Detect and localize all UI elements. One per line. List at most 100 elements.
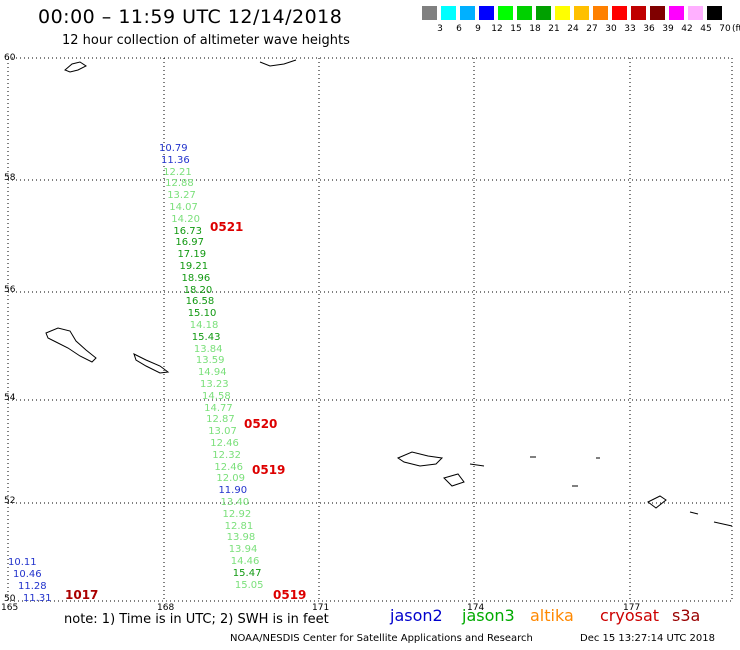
wave-height-label: 12.09 [216,473,246,485]
wave-height-label: 14.20 [171,213,200,225]
satellite-name: jason2 [390,606,443,625]
legend-swatch [441,6,456,20]
legend-label: 18 [529,24,541,34]
wave-height-label: 10.11 [8,557,37,568]
coastline [133,353,170,374]
wave-height-label: 11.31 [23,593,52,604]
wave-height-label: 15.10 [187,308,217,320]
lon-label: 168 [157,603,175,613]
wave-height-label: 14.46 [230,556,260,567]
wave-height-label: 15.43 [191,331,221,343]
orbit-label: 0520 [244,417,278,431]
coastline [45,327,97,363]
legend-swatch [650,6,665,20]
wave-height-label: 12.46 [214,461,243,473]
legend-swatch [460,6,475,20]
legend-label: 6 [456,24,462,34]
legend-label: 27 [586,24,598,34]
legend-swatch [536,6,551,20]
wave-height-label: 16.73 [173,225,202,237]
lat-label: 58 [4,173,16,183]
legend-swatch [574,6,589,20]
wave-height-label: 16.97 [175,237,205,249]
wave-height-label: 14.77 [204,402,233,414]
lat-label: 50 [4,594,16,604]
legend-label: 12 [491,24,503,34]
legend-label: 45 [700,24,712,34]
page-subtitle: 12 hour collection of altimeter wave hei… [62,33,350,48]
wave-height-label: 19.21 [179,261,209,272]
legend-swatch [707,6,722,20]
timestamp-text: Dec 15 13:27:14 UTC 2018 [580,633,715,644]
lat-label: 56 [4,285,16,295]
wave-height-label: 11.28 [18,581,47,592]
satellite-name: cryosat [600,606,660,625]
legend-swatch [612,6,627,20]
legend-label: 3 [437,24,443,34]
lat-label: 60 [4,53,16,63]
wave-height-label: 18.20 [183,284,213,296]
wave-height-label: 10.46 [13,569,42,580]
map-frame [7,57,733,602]
wave-height-label: 15.47 [232,567,262,579]
wave-height-label: 12.46 [210,438,239,449]
legend-swatch [479,6,494,20]
legend-label: 36 [643,24,655,34]
page-title: 00:00 – 11:59 UTC 12/14/2018 [38,6,343,28]
lat-label: 52 [4,496,16,506]
wave-height-label: 13.84 [193,343,223,355]
legend-label: 24 [567,24,579,34]
wave-height-label: 14.58 [202,390,231,402]
wave-height-label: 12.32 [212,449,241,461]
wave-height-label: 11.90 [218,485,248,497]
wave-height-label: 11.36 [161,154,190,166]
coastline [469,463,485,467]
orbit-label: 0519 [273,588,307,602]
coastline [713,521,733,527]
wave-height-label: 14.94 [197,367,227,379]
legend-label: 42 [681,24,693,34]
legend-swatch [688,6,703,20]
coastline [396,451,444,467]
legend-label: 33 [624,24,636,34]
legend-unit: (ft) [732,24,740,34]
legend-label: 21 [548,24,560,34]
legend-label: 15 [510,24,522,34]
legend-swatch [555,6,570,20]
lon-label: 171 [312,603,330,613]
wave-height-label: 13.40 [220,497,250,508]
legend-swatch [422,6,437,20]
wave-height-label: 17.19 [177,249,207,261]
orbit-label: 0519 [252,463,286,477]
wave-height-label: 16.58 [185,296,215,308]
coastline [259,59,297,67]
wave-height-label: 13.07 [208,426,237,438]
satellite-name: s3a [672,606,701,625]
satellite-name: jason3 [462,606,515,625]
legend-label: 39 [662,24,674,34]
lon-label: 177 [623,603,641,613]
wave-height-label: 13.27 [167,190,196,202]
orbit-label: 0521 [210,220,244,234]
satellite-name: altika [530,606,574,625]
legend-label: 30 [605,24,617,34]
legend-swatch [593,6,608,20]
wave-height-label: 14.18 [189,320,219,331]
wave-height-label: 12.87 [206,414,235,426]
lon-label: 165 [1,603,19,613]
wave-height-label: 12.81 [224,520,254,532]
wave-height-label: 12.92 [222,508,252,520]
wave-height-label: 12.88 [165,178,194,190]
wave-height-label: 15.05 [234,579,264,591]
coastline [443,473,465,487]
coastline [64,61,87,73]
credit-text: NOAA/NESDIS Center for Satellite Applica… [230,633,533,644]
wave-height-label: 18.96 [181,272,211,284]
wave-height-label: 12.21 [163,166,192,178]
coastline [647,495,667,509]
legend-label: 9 [475,24,481,34]
wave-height-label: 10.79 [159,143,188,154]
legend-label: 70 [719,24,731,34]
wave-height-label: 13.23 [200,379,229,390]
